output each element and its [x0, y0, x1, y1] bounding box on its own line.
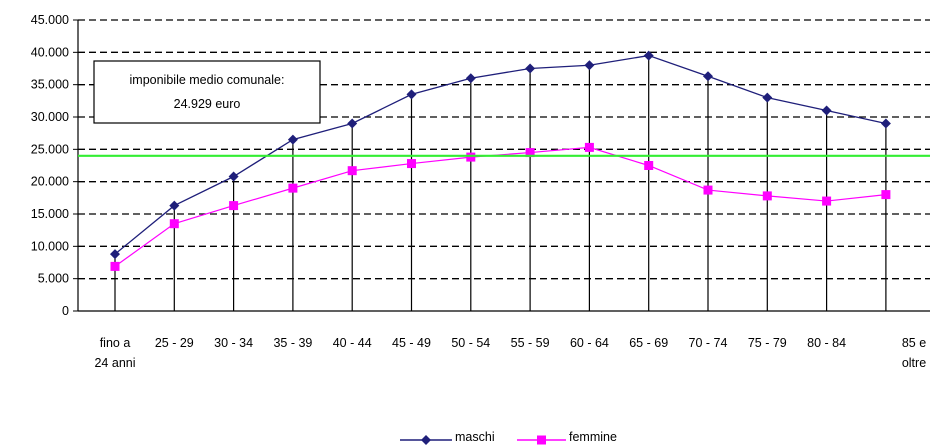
- y-tick-label: 35.000: [31, 78, 69, 92]
- x-category-label: 85 e: [902, 336, 926, 350]
- data-point-femmine: [466, 152, 476, 162]
- data-point-femmine: [762, 191, 772, 201]
- x-category-label: 55 - 59: [511, 336, 550, 350]
- data-point-maschi: [347, 118, 358, 129]
- y-tick-label: 45.000: [31, 13, 69, 27]
- x-category-label: oltre: [902, 356, 926, 370]
- data-point-femmine: [169, 219, 179, 229]
- x-category-label: 60 - 64: [570, 336, 609, 350]
- data-point-femmine: [644, 161, 654, 170]
- annotation-box: [93, 60, 321, 124]
- data-point-maschi: [584, 60, 595, 71]
- y-axis-tick-labels: 0 5.000 10.000 15.000 20.000 25.000 30.000 35.0…: [31, 13, 69, 318]
- x-category-label: 75 - 79: [748, 336, 787, 350]
- data-point-maschi: [465, 73, 476, 84]
- data-point-femmine: [881, 190, 891, 200]
- data-point-femmine: [229, 201, 239, 211]
- x-category-label: 65 - 69: [629, 336, 668, 350]
- data-point-maschi: [110, 249, 120, 260]
- x-category-label: 35 - 39: [273, 336, 312, 350]
- data-point-femmine: [288, 183, 298, 193]
- data-point-maschi: [228, 171, 239, 182]
- data-point-maschi: [169, 200, 180, 211]
- data-point-femmine: [110, 261, 120, 271]
- y-tick-label: 0: [62, 304, 69, 318]
- data-point-femmine: [407, 159, 416, 169]
- series-line-maschi: [114, 54, 887, 255]
- data-point-maschi: [287, 134, 298, 145]
- legend-label-maschi: maschi: [455, 430, 495, 444]
- y-tick-label: 5.000: [38, 272, 69, 286]
- x-category-label: 70 - 74: [689, 336, 728, 350]
- x-category-label: fino a: [100, 336, 131, 350]
- data-point-maschi: [821, 105, 832, 116]
- x-axis-category-labels: fino a 24 anni 25 - 29 30 - 34 35 - 39 40 - 4…: [94, 336, 926, 370]
- gridlines: [78, 19, 930, 280]
- x-category-label: 24 anni: [94, 356, 135, 370]
- data-point-femmine: [584, 142, 594, 152]
- x-category-label: 50 - 54: [451, 336, 490, 350]
- data-point-maschi: [525, 63, 536, 74]
- data-point-maschi: [406, 89, 417, 100]
- annotation-text: imponibile medio comunale:: [130, 73, 285, 87]
- data-point-maschi: [762, 92, 773, 103]
- legend-label-femmine: femmine: [569, 430, 617, 444]
- legend: maschi femmine: [400, 430, 617, 445]
- x-category-label: 30 - 34: [214, 336, 253, 350]
- series-layer: [110, 50, 891, 271]
- y-tick-label: 40.000: [31, 45, 69, 59]
- axes: [73, 19, 930, 312]
- x-category-label: 25 - 29: [155, 336, 194, 350]
- legend-marker-femmine: [537, 435, 546, 445]
- data-point-maschi: [703, 71, 713, 82]
- average-income-annotation: imponibile medio comunale: 24.929 euro: [93, 60, 321, 124]
- y-tick-label: 25.000: [31, 142, 69, 156]
- annotation-text: 24.929 euro: [174, 97, 241, 111]
- y-tick-label: 10.000: [31, 239, 69, 253]
- y-tick-label: 20.000: [31, 175, 69, 189]
- data-point-femmine: [822, 196, 832, 206]
- y-tick-label: 15.000: [31, 207, 69, 221]
- y-tick-label: 30.000: [31, 110, 69, 124]
- data-point-maschi: [643, 50, 654, 61]
- data-point-femmine: [347, 166, 357, 176]
- x-category-label: 45 - 49: [392, 336, 431, 350]
- x-category-label: 40 - 44: [333, 336, 372, 350]
- data-point-femmine: [525, 148, 535, 158]
- x-category-label: 80 - 84: [807, 336, 846, 350]
- data-point-maschi: [880, 118, 891, 129]
- data-point-femmine: [703, 185, 713, 195]
- legend-marker-maschi: [421, 435, 431, 445]
